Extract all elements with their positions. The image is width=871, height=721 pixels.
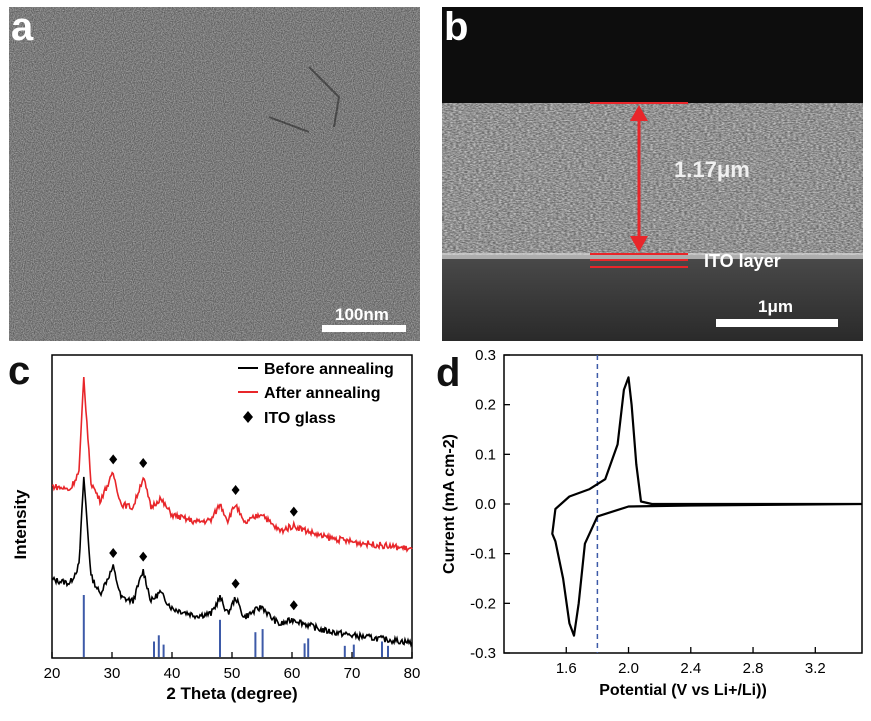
x-axis-label: Potential (V vs Li+/Li)) (599, 682, 767, 699)
cv-plot: 1.6 2.0 2.4 2.8 3.2 -0.3 -0.2 -0.1 0.0 0.1 0.2 0.3 P… (441, 347, 863, 699)
x-axis-label: 2 Theta (degree) (166, 684, 297, 703)
ito-diamond-1-1 (139, 458, 148, 468)
x-tick-label-3: 50 (224, 665, 241, 682)
ito-diamond-0-1 (139, 551, 148, 562)
thickness-arrow-top (630, 105, 648, 121)
legend-label-0: Before annealing (264, 361, 394, 378)
ito-layer-label: ITO layer (704, 251, 781, 271)
thickness-label: 1.17μm (674, 157, 750, 182)
series-line-0 (51, 476, 413, 648)
x-tick-label-5: 70 (344, 665, 361, 682)
panel-d-cv-chart: d 1.6 2.0 2.4 2.8 3.2 -0.3 -0.2 -0.1 0.0 0.1 0.2 0.… (430, 345, 871, 716)
ito-diamond-1-0 (109, 454, 118, 465)
y-tick-label-5: 0.2 (475, 397, 496, 414)
x-tick-label-4: 60 (284, 665, 301, 682)
cv-curve (551, 376, 863, 637)
y-axis-label: Current (mA cm-2) (441, 434, 458, 574)
x-tick-label-0: 20 (44, 665, 61, 682)
xrd-plot: 20 30 40 50 60 70 80 2 Theta (degree) Intensity B… (11, 354, 421, 703)
sem-cross-section (442, 7, 863, 341)
x-tick-label-1: 2.0 (618, 660, 639, 677)
x-tick-label-2: 2.4 (680, 660, 701, 677)
y-tick-label-2: -0.1 (470, 546, 496, 563)
panel-b-sem-image: b 1.17μm ITO layer 1μm (442, 7, 863, 341)
sem-surface-texture (9, 7, 420, 341)
scale-bar-label-b: 1μm (758, 297, 793, 316)
panel-label-d: d (436, 351, 461, 395)
panel-a-sem-image: a 100nm (9, 7, 420, 341)
x-tick-label-6: 80 (404, 665, 421, 682)
y-tick-label-4: 0.1 (475, 446, 496, 463)
y-axis-label: Intensity (11, 489, 30, 559)
panel-label-a: a (11, 7, 34, 49)
scale-bar-a (322, 325, 406, 332)
legend-label-1: After annealing (264, 385, 380, 402)
scale-bar-label-a: 100nm (335, 305, 389, 324)
series-line-1 (51, 377, 413, 553)
y-tick-label-3: 0.0 (475, 496, 496, 513)
x-tick-label-3: 2.8 (743, 660, 764, 677)
y-tick-label-1: -0.2 (470, 595, 496, 612)
x-tick-label-0: 1.6 (556, 660, 577, 677)
ito-diamond-0-2 (231, 578, 240, 589)
x-tick-label-1: 30 (104, 665, 121, 682)
ito-diamond-1-3 (289, 506, 298, 517)
panel-label-b: b (444, 7, 469, 49)
y-tick-label-0: -0.3 (470, 645, 496, 662)
panel-label-c: c (8, 349, 31, 393)
panel-c-xrd-chart: c 20 30 40 50 60 70 80 2 Theta (degree) Intensit… (0, 345, 430, 716)
legend-swatch-2 (243, 411, 253, 423)
scale-bar-b (716, 319, 838, 327)
ito-diamond-0-3 (289, 600, 298, 611)
thickness-arrow-bottom (630, 236, 648, 252)
ito-diamond-1-2 (231, 485, 240, 495)
ito-diamond-0-0 (109, 548, 118, 558)
y-tick-label-6: 0.3 (475, 347, 496, 364)
x-tick-label-4: 3.2 (805, 660, 826, 677)
legend-label-2: ITO glass (264, 410, 336, 427)
x-tick-label-2: 40 (164, 665, 181, 682)
